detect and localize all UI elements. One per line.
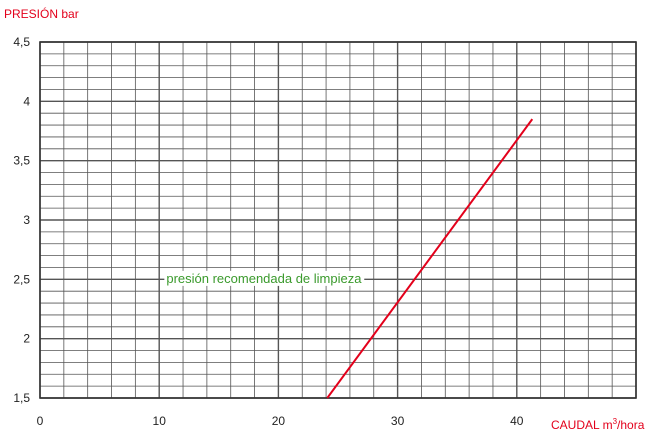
x-tick-label: 40 [510, 414, 524, 428]
tick-labels: 1,5 2 2,5 3 3,5 4 4,5 0 10 20 30 40 [13, 35, 523, 428]
y-tick-label: 2 [23, 332, 30, 346]
annotation-label: presión recomendada de limpieza [166, 271, 362, 286]
y-axis-label: PRESIÓN bar [4, 7, 79, 21]
annotation-group: presión recomendada de limpieza [164, 270, 365, 286]
x-tick-label: 30 [391, 414, 405, 428]
x-axis-label: CAUDAL m3/hora [551, 417, 644, 432]
y-tick-label: 1,5 [13, 391, 30, 405]
x-axis-label-suffix: /hora [617, 418, 645, 432]
x-axis-label-sup: 3 [612, 417, 618, 426]
series-line [326, 118, 534, 399]
y-tick-label: 4,5 [13, 35, 30, 49]
x-tick-label: 0 [37, 414, 44, 428]
x-tick-label: 20 [272, 414, 286, 428]
x-tick-label: 10 [153, 414, 167, 428]
annotation-background [164, 270, 365, 286]
y-tick-label: 4 [23, 94, 30, 108]
x-axis-label-prefix: CAUDAL m [551, 418, 613, 432]
grid [39, 41, 637, 399]
y-tick-label: 3,5 [13, 154, 30, 168]
series-group [326, 118, 534, 399]
plot-frame [39, 41, 637, 399]
y-tick-label: 3 [23, 213, 30, 227]
y-tick-label: 2,5 [13, 272, 30, 286]
